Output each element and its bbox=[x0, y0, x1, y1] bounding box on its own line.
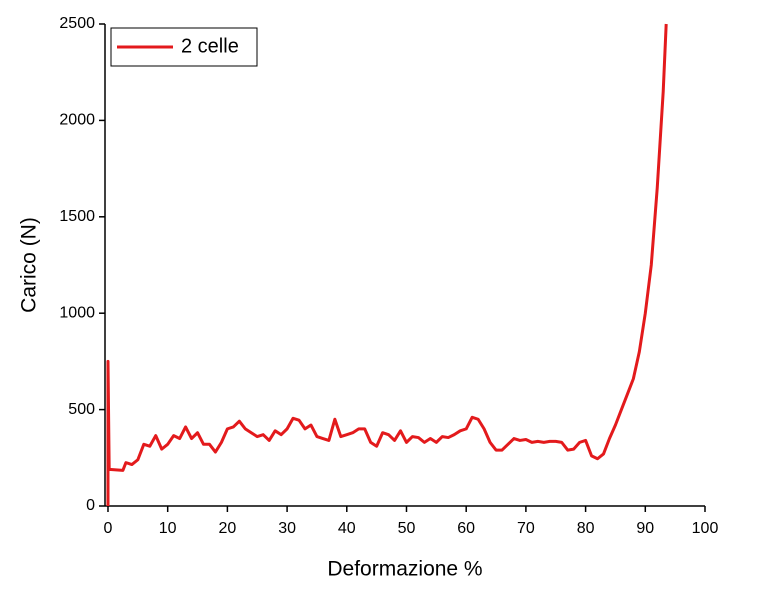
x-tick-label: 0 bbox=[104, 520, 113, 537]
x-tick-label: 10 bbox=[159, 520, 177, 537]
x-tick-label: 60 bbox=[457, 520, 475, 537]
x-tick-label: 50 bbox=[398, 520, 416, 537]
y-tick-label: 2000 bbox=[59, 112, 95, 129]
x-tick-label: 30 bbox=[278, 520, 296, 537]
x-tick-label: 70 bbox=[517, 520, 535, 537]
y-tick-label: 500 bbox=[68, 401, 95, 418]
legend-label: 2 celle bbox=[181, 35, 239, 57]
x-axis-title: Deformazione % bbox=[327, 558, 482, 581]
x-tick-label: 90 bbox=[636, 520, 654, 537]
x-tick-label: 100 bbox=[692, 520, 719, 537]
legend: 2 celle bbox=[110, 27, 258, 67]
x-tick-label: 80 bbox=[577, 520, 595, 537]
y-axis-title: Carico (N) bbox=[18, 217, 41, 313]
y-tick-label: 1000 bbox=[59, 304, 95, 321]
data-line bbox=[106, 23, 668, 506]
y-tick-label: 2500 bbox=[59, 15, 95, 32]
y-tick-label: 1500 bbox=[59, 208, 95, 225]
y-tick-label: 0 bbox=[86, 497, 95, 514]
x-tick-label: 40 bbox=[338, 520, 356, 537]
x-tick-label: 20 bbox=[218, 520, 236, 537]
